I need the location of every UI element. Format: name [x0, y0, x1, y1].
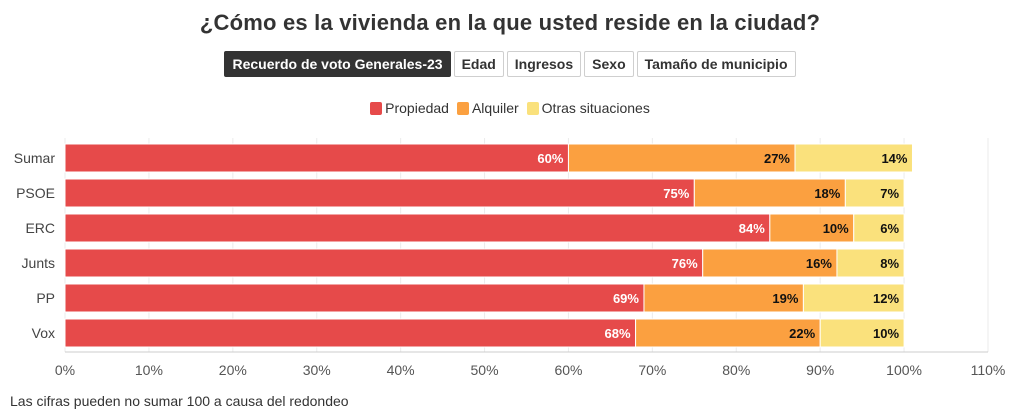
legend-label-propiedad: Propiedad — [385, 100, 449, 116]
footnote: Las cifras pueden no sumar 100 a causa d… — [10, 393, 349, 409]
bar-vox-otras-situaciones[interactable] — [819, 318, 905, 348]
legend-swatch-otras — [526, 101, 539, 115]
data-label-vox-propiedad: 68% — [605, 326, 631, 341]
filter-bar: Recuerdo de voto Generales-23 Edad Ingre… — [0, 51, 1020, 77]
data-label-vox-alquiler: 22% — [789, 326, 815, 341]
data-label-psoe-propiedad: 75% — [663, 186, 689, 201]
chart-title: ¿Cómo es la vivienda en la que usted res… — [199, 10, 821, 35]
data-label-erc-otras-situaciones: 6% — [880, 221, 899, 236]
x-tick-label-40: 40% — [387, 362, 415, 378]
data-label-psoe-otras-situaciones: 7% — [880, 186, 899, 201]
category-label-vox: Vox — [32, 325, 55, 341]
bar-erc-alquiler[interactable] — [769, 213, 855, 243]
filter-sexo-button[interactable]: Sexo — [584, 51, 634, 77]
category-label-junts: Junts — [22, 255, 55, 271]
legend-item-propiedad[interactable]: Propiedad — [370, 100, 449, 116]
x-tick-label-50: 50% — [471, 362, 499, 378]
x-tick-label-0: 0% — [55, 362, 75, 378]
data-label-junts-otras-situaciones: 8% — [880, 256, 899, 271]
legend-label-alquiler: Alquiler — [471, 100, 519, 116]
filter-tamano-municipio-button[interactable]: Tamaño de municipio — [636, 51, 796, 77]
x-tick-label-20: 20% — [219, 362, 247, 378]
chart-legend: Propiedad Alquiler Otras situaciones — [0, 100, 1020, 116]
legend-swatch-alquiler — [456, 101, 469, 115]
category-label-sumar: Sumar — [14, 150, 56, 166]
stacked-bar-chart: 0% 10% 20% 30% 40% 50% 60% 70% 80% 90% 100% 110% Sum… — [14, 138, 1006, 378]
data-label-erc-alquiler: 10% — [823, 221, 849, 236]
legend-label-otras: Otras situaciones — [541, 100, 650, 116]
bar-junts-alquiler[interactable] — [702, 248, 838, 278]
bar-sumar-alquiler[interactable] — [567, 143, 796, 173]
data-label-pp-alquiler: 19% — [772, 291, 798, 306]
x-tick-label-70: 70% — [638, 362, 666, 378]
bar-sumar-otras-situaciones[interactable] — [794, 143, 913, 173]
category-label-erc: ERC — [25, 220, 55, 236]
data-label-junts-alquiler: 16% — [806, 256, 832, 271]
bar-junts-otras-situaciones[interactable] — [836, 248, 905, 278]
data-label-pp-otras-situaciones: 12% — [873, 291, 899, 306]
x-tick-label-110: 110% — [971, 362, 1006, 378]
data-label-vox-otras-situaciones: 10% — [873, 326, 899, 341]
bar-psoe-otras-situaciones[interactable] — [844, 178, 905, 208]
x-tick-label-80: 80% — [722, 362, 750, 378]
filter-recuerdo-voto-button[interactable]: Recuerdo de voto Generales-23 — [224, 51, 451, 77]
x-tick-label-60: 60% — [554, 362, 582, 378]
data-label-pp-propiedad: 69% — [613, 291, 639, 306]
data-label-erc-propiedad: 84% — [739, 221, 765, 236]
bar-sumar-propiedad[interactable] — [64, 143, 569, 173]
data-label-sumar-otras-situaciones: 14% — [881, 151, 907, 166]
bar-vox-alquiler[interactable] — [635, 318, 821, 348]
bar-psoe-alquiler[interactable] — [693, 178, 846, 208]
bar-pp-otras-situaciones[interactable] — [802, 283, 905, 313]
bar-erc-propiedad[interactable] — [64, 213, 771, 243]
filter-edad-button[interactable]: Edad — [453, 51, 504, 77]
data-label-junts-propiedad: 76% — [672, 256, 698, 271]
category-label-psoe: PSOE — [16, 185, 55, 201]
data-label-psoe-alquiler: 18% — [814, 186, 840, 201]
bar-erc-otras-situaciones[interactable] — [853, 213, 905, 243]
x-tick-label-30: 30% — [303, 362, 331, 378]
x-tick-label-90: 90% — [806, 362, 834, 378]
bar-psoe-propiedad[interactable] — [64, 178, 695, 208]
data-label-sumar-propiedad: 60% — [537, 151, 563, 166]
bar-junts-propiedad[interactable] — [64, 248, 704, 278]
legend-swatch-propiedad — [370, 101, 383, 115]
legend-item-alquiler[interactable]: Alquiler — [456, 100, 519, 116]
filter-ingresos-button[interactable]: Ingresos — [506, 51, 582, 77]
data-label-sumar-alquiler: 27% — [764, 151, 790, 166]
bar-vox-propiedad[interactable] — [64, 318, 637, 348]
x-tick-label-100: 100% — [886, 362, 922, 378]
bar-pp-propiedad[interactable] — [64, 283, 645, 313]
legend-item-otras[interactable]: Otras situaciones — [526, 100, 650, 116]
x-tick-label-10: 10% — [135, 362, 163, 378]
category-label-pp: PP — [36, 290, 55, 306]
